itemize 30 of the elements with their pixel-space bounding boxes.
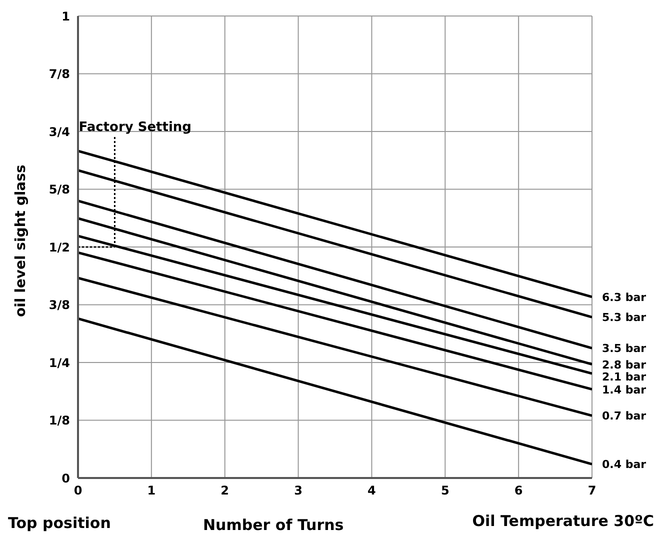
y-tick-label: 1/4 <box>48 356 70 370</box>
x-tick-label: 4 <box>368 484 376 498</box>
x-tick-label: 1 <box>147 484 156 498</box>
y-tick-label: 1/2 <box>48 240 70 254</box>
x-tick-label: 3 <box>294 484 302 498</box>
x-tick-label: 6 <box>514 484 523 498</box>
series-label: 5.3 bar <box>602 311 647 324</box>
y-tick-label: 3/8 <box>48 298 70 312</box>
series-label: 3.5 bar <box>602 342 647 356</box>
y-tick-label: 5/8 <box>48 182 70 197</box>
y-axis-title: oil level sight glass <box>12 164 29 317</box>
text: Top position <box>8 514 111 532</box>
series-label: 1.4 bar <box>602 383 647 396</box>
y-tick-label: 1/8 <box>48 414 70 428</box>
y-tick-label: 3/4 <box>48 124 70 139</box>
y-tick-label: 0 <box>62 471 70 486</box>
series-label: 6.3 bar <box>602 290 647 304</box>
x-tick-label: 0 <box>74 484 82 498</box>
series-label: 2.1 bar <box>602 370 647 384</box>
x-tick-label: 7 <box>588 484 596 498</box>
series-label: 2.8 bar <box>602 358 647 372</box>
x-axis-title: Number of Turns <box>203 516 344 534</box>
series-label: 0.7 bar <box>602 410 647 423</box>
series-label: 0.4 bar <box>602 458 647 472</box>
x-tick-label: 2 <box>220 484 230 498</box>
y-tick-label: 1 <box>62 9 70 24</box>
x-tick-label: 5 <box>440 484 450 498</box>
y-tick-label: 7/8 <box>48 67 70 82</box>
annotation: Factory Setting <box>78 120 192 135</box>
text: Oil Temperature 30ºC <box>472 512 654 530</box>
